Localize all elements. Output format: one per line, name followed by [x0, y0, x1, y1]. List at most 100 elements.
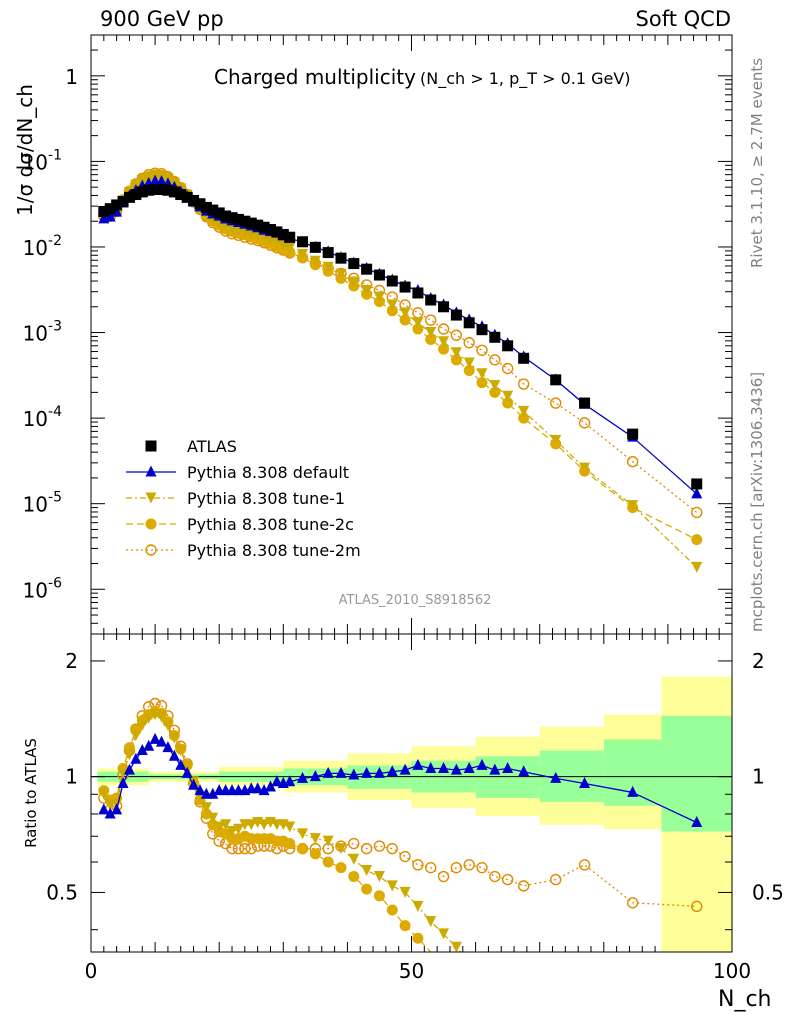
ratio-y-tick-label-left: 1: [65, 765, 78, 789]
ratio-data-point: [373, 890, 385, 902]
main-data-point: [297, 248, 309, 260]
ratio-data-point: [284, 838, 296, 850]
main-data-point: [412, 317, 424, 329]
main-y-tick-label: 10-3: [23, 319, 62, 346]
ratio-data-point: [322, 835, 334, 847]
ratio-series-line: [103, 702, 697, 908]
main-y-tick-exponent: -4: [48, 404, 62, 420]
main-data-point: [232, 213, 244, 225]
ratio-data-point: [245, 819, 257, 831]
main-data-point: [438, 343, 450, 355]
main-data-point: [284, 231, 296, 243]
main-data-point: [412, 287, 424, 299]
ratio-data-point: [156, 711, 168, 723]
ratio-data-point: [168, 732, 180, 744]
main-data-point: [579, 397, 591, 409]
main-data-point: [200, 201, 212, 213]
main-data-point: [425, 333, 437, 345]
ratio-data-point: [518, 765, 530, 777]
main-series-group: [98, 167, 703, 573]
ratio-data-point: [284, 775, 296, 787]
ratio-data-point: [412, 932, 424, 944]
ratio-data-point: [386, 842, 398, 855]
ratio-data-point: [200, 808, 212, 820]
ratio-data-point: [200, 802, 212, 814]
main-data-point: [284, 242, 296, 254]
main-data-point: [412, 323, 424, 335]
main-data-point: [156, 175, 168, 187]
ratio-data-point: [579, 777, 591, 789]
main-data-point: [399, 314, 411, 326]
ratio-data-point: [476, 861, 488, 874]
main-data-point: [578, 417, 591, 429]
main-data-point: [502, 340, 514, 352]
ratio-data-point: [297, 843, 309, 855]
main-data-point: [425, 327, 437, 339]
ratio-data-point: [297, 828, 309, 840]
ratio-data-point: [239, 842, 251, 855]
main-y-tick-exponent: -2: [48, 233, 62, 249]
legend-entry: Pythia 8.308 default: [126, 463, 349, 482]
ratio-data-point: [412, 859, 424, 871]
main-data-point: [579, 462, 591, 474]
ratio-data-point: [386, 904, 398, 916]
main-data-point: [335, 268, 347, 280]
main-data-point: [425, 294, 437, 306]
ratio-data-point: [450, 763, 462, 775]
ratio-data-point: [252, 782, 264, 794]
main-data-point: [277, 228, 289, 240]
ratio-y-axis-label: Ratio to ATLAS: [22, 738, 40, 848]
ratio-data-point: [258, 784, 270, 796]
main-data-point: [213, 207, 225, 219]
main-data-point: [309, 241, 321, 253]
main-data-point: [271, 226, 283, 238]
x-tick-label: 50: [399, 959, 424, 983]
main-data-point: [123, 191, 135, 203]
legend-entry: Pythia 8.308 tune-2m: [126, 541, 361, 560]
main-data-point: [691, 534, 703, 546]
ratio-data-point: [425, 861, 437, 874]
main-data-point: [489, 386, 501, 398]
main-data-point: [489, 380, 501, 392]
main-data-point: [450, 309, 462, 321]
ratio-series-line: [103, 713, 462, 953]
ratio-data-point: [175, 744, 187, 756]
ratio-series-tune1: [98, 709, 462, 953]
main-data-point: [386, 299, 398, 311]
main-data-point: [264, 224, 276, 236]
main-y-axis-label: 1/σ dσ/dN_ch: [13, 84, 37, 216]
ratio-data-point: [175, 758, 187, 770]
main-title-text: Charged multiplicity: [214, 65, 416, 89]
ratio-data-point: [361, 865, 373, 877]
main-data-point: [399, 307, 411, 319]
main-data-point: [476, 324, 488, 336]
main-data-point: [438, 301, 450, 313]
ratio-data-point: [143, 739, 155, 751]
main-data-point: [181, 191, 193, 203]
main-data-point: [463, 357, 475, 369]
main-series-line: [103, 172, 698, 513]
ratio-y-tick-label-left: 0.5: [46, 880, 78, 904]
ratio-y-tick-label-left: 2: [65, 649, 78, 673]
ratio-data-point: [360, 842, 373, 855]
ratio-data-point: [117, 767, 129, 779]
ratio-data-point: [162, 741, 174, 753]
ratio-frame: [90, 633, 733, 953]
main-data-point: [117, 195, 129, 207]
main-data-point: [226, 212, 238, 224]
main-data-point: [175, 189, 187, 201]
main-data-point: [252, 219, 264, 231]
main-data-point: [518, 405, 530, 417]
main-y-tick-label: 10-1: [23, 147, 62, 174]
ratio-data-point: [450, 941, 462, 953]
main-series-2: [98, 170, 703, 573]
ratio-data-point: [264, 780, 276, 792]
ratio-data-point: [502, 762, 514, 774]
main-panel: 10-6 10-5 10-4 10-3 10-2 10-1 1 Charged multip…: [13, 34, 733, 952]
ratio-data-point: [627, 785, 639, 797]
ratio-data-point: [188, 778, 200, 790]
main-data-point: [322, 247, 334, 259]
x-tick-label: 100: [713, 959, 751, 983]
ratio-data-point: [168, 749, 180, 761]
main-data-point: [691, 478, 703, 490]
